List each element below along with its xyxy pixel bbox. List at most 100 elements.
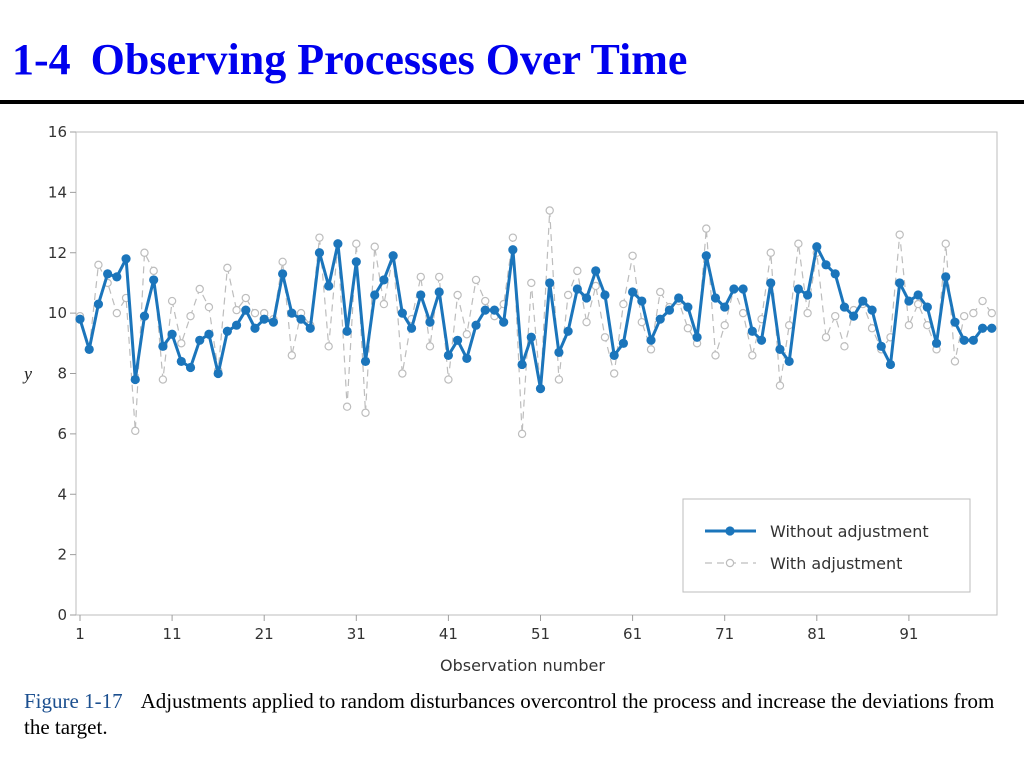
with-adjustment-point [840, 342, 849, 351]
without-adjustment-point [213, 368, 223, 379]
with-adjustment-point [969, 308, 978, 318]
with-adjustment-point [398, 369, 407, 378]
without-adjustment-point [572, 284, 582, 294]
with-adjustment-point [600, 333, 610, 342]
with-adjustment-point [978, 296, 987, 306]
without-adjustment-point [618, 338, 628, 348]
with-adjustment-point [223, 263, 232, 273]
without-adjustment-point [876, 341, 886, 351]
y-tick-label: 8 [57, 365, 67, 383]
legend-box [682, 498, 971, 593]
without-adjustment-point [84, 344, 94, 354]
without-adjustment-point [821, 260, 831, 270]
without-adjustment-point [139, 311, 150, 321]
without-adjustment-point [904, 296, 914, 306]
with-adjustment-point [619, 299, 628, 309]
without-adjustment-point [720, 302, 730, 312]
x-tick-label: 21 [255, 625, 274, 643]
without-adjustment-point [775, 344, 785, 354]
without-adjustment-point [112, 272, 122, 282]
with-adjustment-point [481, 296, 490, 306]
x-tick-label: 81 [807, 625, 826, 643]
figure-caption: Figure 1-17 Adjustments applied to random… [24, 688, 1004, 741]
with-adjustment-point [941, 239, 950, 248]
without-adjustment-point [453, 335, 463, 345]
without-adjustment-point [250, 323, 260, 333]
with-adjustment-point [324, 342, 333, 351]
without-adjustment-point [756, 335, 767, 345]
without-adjustment-point [591, 266, 601, 276]
with-adjustment-point [545, 206, 554, 215]
with-adjustment-point [913, 299, 923, 309]
without-adjustment-point [959, 335, 969, 345]
with-adjustment-point [775, 381, 785, 390]
without-adjustment-point [121, 254, 131, 264]
without-adjustment-point [867, 305, 877, 315]
without-adjustment-point [379, 275, 389, 285]
legend-swatch-dot-with [725, 558, 735, 568]
with-adjustment-point [766, 248, 775, 257]
without-adjustment-point [360, 356, 371, 367]
with-adjustment-point [637, 317, 647, 327]
with-adjustment-point [702, 224, 711, 233]
without-adjustment-point [278, 269, 288, 279]
without-adjustment-point [812, 242, 822, 252]
without-adjustment-point [747, 326, 757, 336]
with-adjustment-point [573, 266, 582, 276]
without-adjustment-point [637, 296, 647, 306]
y-tick-label: 4 [57, 485, 67, 503]
without-adjustment-point [545, 278, 555, 288]
without-adjustment-point [784, 356, 794, 367]
with-adjustment-point [250, 308, 260, 318]
without-adjustment-point [508, 245, 518, 255]
without-adjustment-point [913, 290, 923, 300]
with-adjustment-point [784, 320, 794, 330]
without-adjustment-point [738, 284, 748, 294]
with-adjustment-point [94, 260, 103, 270]
without-adjustment-point [471, 320, 481, 330]
without-adjustment-point [370, 290, 380, 300]
without-adjustment-point [93, 299, 104, 309]
with-adjustment-point [416, 272, 425, 282]
without-adjustment-point [581, 293, 592, 303]
with-adjustment-point [204, 302, 214, 312]
with-adjustment-point [794, 239, 803, 248]
without-adjustment-point [241, 305, 251, 315]
without-adjustment-point [895, 278, 905, 288]
without-adjustment-point [462, 353, 472, 364]
with-adjustment-point [748, 351, 757, 360]
title-rule [0, 100, 1024, 104]
with-adjustment-point [904, 320, 914, 330]
with-adjustment-point [609, 369, 619, 378]
without-adjustment-point [195, 335, 205, 345]
without-adjustment-point [268, 317, 279, 327]
without-adjustment-point [342, 326, 352, 336]
x-tick-label: 11 [163, 625, 182, 643]
without-adjustment-point [231, 320, 242, 330]
with-adjustment-point [646, 345, 656, 354]
with-adjustment-point [821, 333, 831, 342]
without-adjustment-point [729, 284, 739, 294]
without-adjustment-point [600, 290, 610, 300]
with-adjustment-point [112, 308, 122, 318]
without-adjustment-point [158, 341, 168, 351]
without-adjustment-point [499, 317, 509, 327]
series-without-adjustment [75, 239, 997, 394]
with-adjustment-line [79, 209, 993, 435]
without-adjustment-point [296, 314, 306, 324]
with-adjustment-point [831, 311, 840, 321]
without-adjustment-point [968, 335, 978, 345]
with-adjustment-point [425, 342, 435, 351]
without-adjustment-point [830, 269, 840, 279]
without-adjustment-point [683, 302, 693, 312]
x-tick-label: 51 [531, 625, 550, 643]
with-adjustment-point [287, 351, 297, 360]
with-adjustment-point [131, 426, 140, 436]
without-adjustment-point [222, 326, 232, 336]
with-adjustment-point [361, 408, 370, 417]
without-adjustment-point [839, 302, 850, 312]
y-tick-label: 10 [48, 304, 67, 322]
without-adjustment-point [75, 314, 85, 324]
with-adjustment-point [352, 239, 361, 248]
without-adjustment-point [103, 269, 113, 279]
